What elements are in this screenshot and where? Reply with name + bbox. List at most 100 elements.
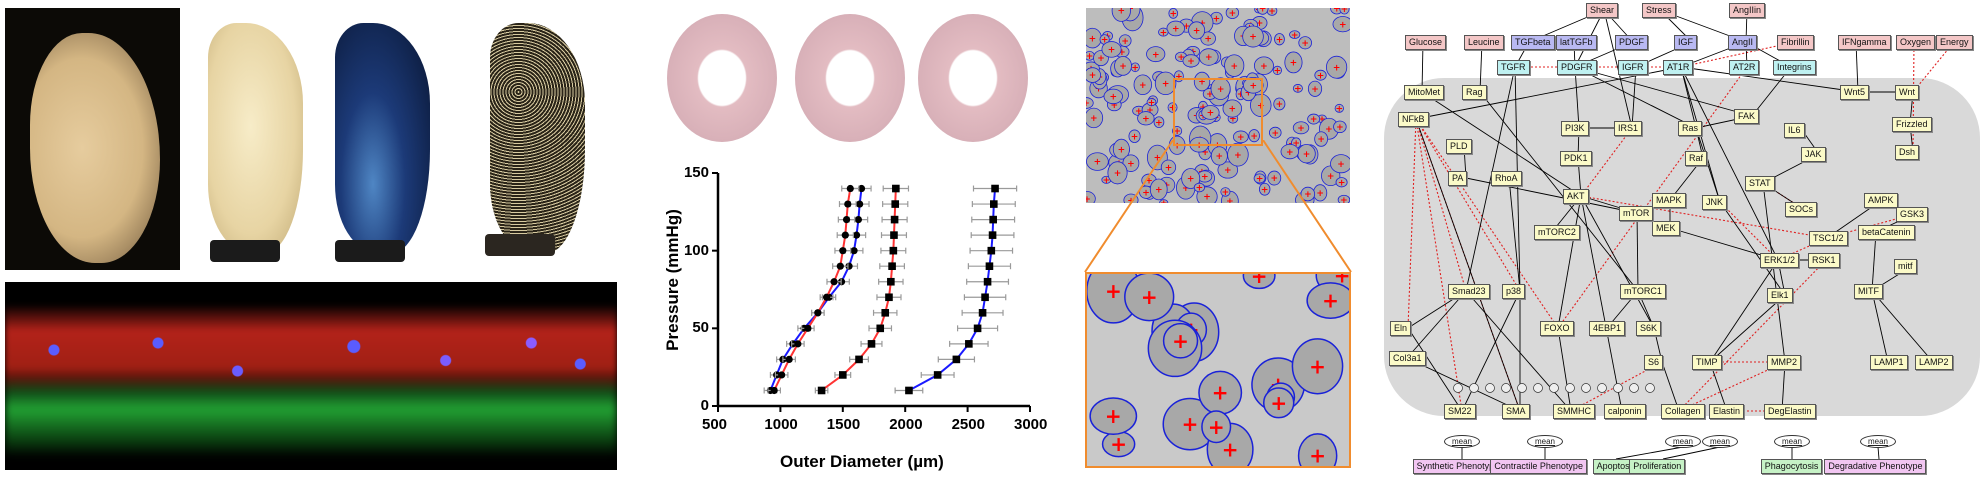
node-igf: IGF	[1674, 35, 1697, 50]
node-sma: SMA	[1502, 404, 1530, 419]
node-at2r: AT2R	[1729, 60, 1760, 75]
svg-text:+: +	[1173, 141, 1181, 151]
svg-text:+: +	[1340, 196, 1348, 203]
svg-text:+: +	[1145, 177, 1153, 187]
node-shear: Shear	[1586, 3, 1619, 18]
svg-text:+: +	[1118, 8, 1126, 17]
svg-text:+: +	[1097, 54, 1105, 64]
svg-text:+: +	[1201, 173, 1209, 183]
svg-text:+: +	[1155, 118, 1163, 128]
svg-text:+: +	[1341, 8, 1349, 15]
mean-aggregator-node: mean	[1527, 435, 1563, 448]
svg-text:+: +	[1205, 53, 1213, 63]
svg-text:+: +	[1121, 37, 1129, 47]
svg-text:+: +	[1222, 188, 1230, 198]
svg-text:+: +	[1309, 354, 1326, 378]
svg-text:+: +	[1337, 160, 1345, 170]
output-contractile-phenotype: Contractile Phenotype	[1490, 459, 1587, 474]
svg-text:+: +	[1105, 279, 1122, 303]
svg-text:+: +	[1152, 50, 1160, 60]
svg-text:+: +	[1193, 27, 1201, 37]
svg-text:+: +	[1268, 8, 1276, 17]
svg-text:+: +	[1333, 8, 1341, 15]
svg-text:+: +	[1304, 190, 1312, 200]
node-lamp2: LAMP2	[1915, 355, 1953, 370]
svg-text:+: +	[1177, 53, 1185, 63]
svg-text:+: +	[1271, 174, 1279, 184]
node-mitf: mitf	[1894, 259, 1917, 274]
y-tick-label: 0	[700, 397, 709, 414]
y-tick-label: 100	[683, 241, 709, 259]
svg-text:+: +	[1222, 438, 1239, 462]
node-mtorc1: mTORC1	[1620, 284, 1666, 299]
svg-text:+: +	[1274, 67, 1282, 77]
node-socs: SOCs	[1785, 202, 1818, 217]
svg-text:+: +	[1256, 175, 1264, 185]
svg-text:+: +	[1089, 71, 1097, 81]
node-oxygen: Oxygen	[1896, 35, 1936, 50]
node-eln: Eln	[1390, 321, 1412, 336]
svg-text:+: +	[1259, 8, 1267, 15]
svg-text:+: +	[1322, 289, 1339, 313]
node-s6k: S6K	[1636, 321, 1662, 336]
svg-text:+: +	[1336, 123, 1344, 133]
svg-text:+: +	[1154, 154, 1162, 164]
svg-text:+: +	[1175, 72, 1183, 82]
svg-text:+: +	[1142, 188, 1150, 198]
node-mapk: MAPK	[1652, 193, 1686, 208]
mean-aggregator-node: mean	[1665, 435, 1701, 448]
fluorescence-cross-section	[5, 282, 617, 470]
node-degelastin: DegElastin	[1764, 404, 1816, 419]
svg-text:+: +	[1316, 189, 1324, 199]
svg-text:+: +	[1216, 152, 1224, 162]
node-at1r: AT1R	[1663, 60, 1694, 75]
svg-text:+: +	[1155, 186, 1163, 196]
svg-text:+: +	[1131, 132, 1139, 142]
svg-text:+: +	[1257, 101, 1265, 111]
node-collagen: Collagen	[1661, 404, 1705, 419]
svg-text:+: +	[1165, 163, 1173, 173]
svg-text:+: +	[1206, 90, 1214, 100]
svg-text:+: +	[1276, 35, 1284, 45]
mean-aggregator-node: mean	[1860, 435, 1896, 448]
svg-text:+: +	[1213, 14, 1221, 24]
svg-text:+: +	[1229, 9, 1237, 19]
svg-text:+: +	[1127, 159, 1135, 169]
svg-text:+: +	[1141, 285, 1158, 309]
svg-text:+: +	[1198, 78, 1206, 88]
svg-text:+: +	[1309, 444, 1326, 466]
signaling-network-diagram: Shear Stress AngIIin Glucose Leucine Fibrilli…	[1370, 0, 1981, 479]
node-col3a1: Col3a1	[1389, 351, 1426, 366]
svg-text:+: +	[1148, 98, 1156, 108]
svg-text:+: +	[1301, 39, 1309, 49]
svg-text:+: +	[1270, 391, 1287, 415]
svg-text:+: +	[1325, 125, 1333, 135]
node-ifngamma: IFNgamma	[1838, 35, 1891, 50]
svg-text:+: +	[1318, 115, 1326, 125]
node-stress: Stress	[1642, 3, 1676, 18]
svg-text:+: +	[1272, 129, 1280, 139]
node-angiiin: AngIIin	[1729, 3, 1766, 18]
svg-text:+: +	[1109, 93, 1117, 103]
node-jak: JAK	[1801, 147, 1826, 162]
svg-text:+: +	[1160, 199, 1168, 203]
zoom-connector-lines	[1084, 140, 1352, 273]
svg-text:+: +	[1203, 193, 1211, 203]
histology-section-2	[795, 14, 905, 142]
y-axis-title: Pressure (mmHg)	[662, 209, 682, 351]
svg-text:+: +	[1229, 115, 1237, 125]
svg-text:+: +	[1114, 169, 1122, 179]
svg-text:+: +	[1208, 415, 1225, 439]
node-il6: IL6	[1784, 123, 1805, 138]
x-tick-label: 1000	[764, 416, 798, 433]
svg-text:+: +	[1101, 36, 1109, 46]
cell-micrograph-overview: + + + + + + + + + + + + + + + + + + + + + + + + + + + + + + + + + + + + + + + +…	[1086, 8, 1350, 203]
svg-text:+: +	[1276, 100, 1284, 110]
svg-text:+: +	[1086, 99, 1090, 109]
svg-text:+: +	[1089, 34, 1097, 44]
node-nfkb: NFkB	[1398, 112, 1429, 127]
svg-text:+: +	[1256, 19, 1264, 29]
node-wnt: Wnt	[1895, 85, 1920, 100]
node-rhoa: RhoA	[1491, 171, 1522, 186]
x-axis-title: Outer Diameter (µm)	[780, 452, 944, 471]
